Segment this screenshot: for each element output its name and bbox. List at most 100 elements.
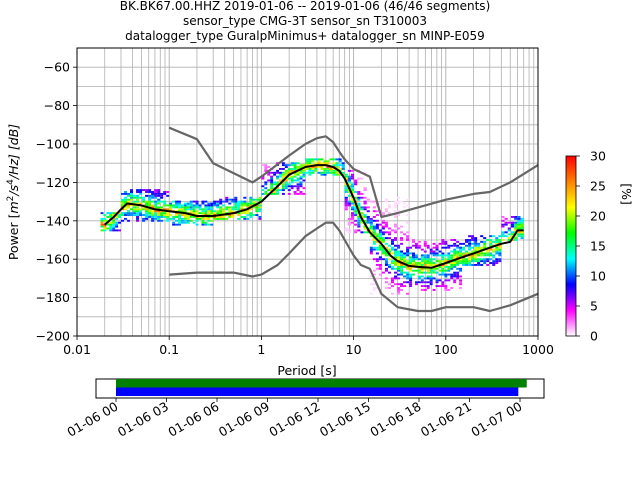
density-cell bbox=[133, 196, 137, 199]
density-cell bbox=[363, 227, 367, 230]
density-cell bbox=[381, 231, 385, 234]
density-cell bbox=[397, 292, 401, 295]
density-cell bbox=[406, 281, 410, 284]
density-cell bbox=[459, 242, 463, 245]
density-cell bbox=[151, 212, 155, 215]
density-cell bbox=[483, 244, 487, 247]
density-cell bbox=[444, 246, 448, 249]
density-cell bbox=[429, 283, 433, 286]
density-cell bbox=[432, 288, 436, 291]
density-cell bbox=[302, 173, 306, 176]
density-cell bbox=[501, 235, 505, 238]
density-cell bbox=[210, 223, 214, 226]
density-cell bbox=[136, 196, 140, 199]
density-cell bbox=[139, 191, 143, 193]
density-cell bbox=[495, 248, 499, 251]
density-cell bbox=[249, 198, 253, 201]
density-cell bbox=[112, 214, 116, 216]
density-cell bbox=[432, 242, 436, 245]
density-cell bbox=[378, 248, 382, 251]
density-cell bbox=[363, 208, 367, 211]
timeline-tick-label: 01-06 00 bbox=[64, 399, 120, 440]
density-cell bbox=[106, 227, 110, 230]
density-cell bbox=[154, 206, 158, 209]
density-cell bbox=[228, 198, 232, 201]
density-cell bbox=[249, 200, 253, 203]
density-cell bbox=[441, 242, 445, 245]
density-cell bbox=[462, 242, 466, 245]
density-cell bbox=[109, 216, 113, 218]
density-cell bbox=[394, 260, 398, 263]
density-cell bbox=[234, 200, 238, 203]
density-cell bbox=[154, 216, 158, 218]
density-cell bbox=[468, 240, 472, 243]
density-cell bbox=[201, 212, 205, 215]
density-cell bbox=[471, 264, 475, 266]
density-cell bbox=[435, 244, 439, 247]
colorbar-tick-label: 0 bbox=[590, 329, 598, 344]
density-cell bbox=[423, 258, 427, 261]
density-cell bbox=[255, 206, 259, 209]
density-cell bbox=[273, 181, 277, 184]
density-cell bbox=[369, 283, 373, 286]
density-cell bbox=[314, 168, 318, 170]
density-cell bbox=[517, 231, 521, 234]
density-cell bbox=[369, 250, 373, 253]
density-cell bbox=[471, 235, 475, 238]
density-cell bbox=[450, 264, 454, 266]
density-cell bbox=[305, 164, 309, 167]
density-cell bbox=[465, 250, 469, 253]
density-cell bbox=[296, 183, 300, 186]
density-cell bbox=[378, 229, 382, 232]
density-cell bbox=[341, 162, 345, 165]
density-cell bbox=[276, 169, 279, 172]
density-cell bbox=[314, 158, 318, 161]
density-cell bbox=[189, 208, 193, 211]
density-cell bbox=[453, 254, 457, 257]
density-cell bbox=[372, 219, 376, 222]
density-cell bbox=[148, 202, 152, 205]
density-cell bbox=[287, 175, 291, 178]
density-cell bbox=[270, 171, 274, 174]
density-cell bbox=[444, 260, 448, 263]
density-cell bbox=[299, 171, 303, 174]
density-cell bbox=[258, 204, 262, 207]
density-cell bbox=[369, 275, 373, 278]
density-cell bbox=[166, 204, 170, 207]
density-cell bbox=[127, 192, 131, 195]
density-cell bbox=[406, 204, 410, 207]
density-cell bbox=[332, 168, 336, 170]
density-cell bbox=[287, 164, 291, 167]
density-cell bbox=[338, 164, 342, 167]
density-cell bbox=[363, 200, 367, 203]
density-cell bbox=[246, 217, 250, 220]
density-cell bbox=[175, 204, 178, 207]
density-cell bbox=[252, 198, 256, 201]
density-cell bbox=[489, 242, 493, 245]
density-cell bbox=[441, 269, 445, 272]
density-cell bbox=[514, 217, 518, 220]
density-cell bbox=[157, 219, 161, 222]
title-line-2: sensor_type CMG-3T sensor_sn T310003 bbox=[183, 14, 427, 28]
density-cell bbox=[344, 189, 348, 192]
density-cell bbox=[450, 287, 454, 289]
density-cell bbox=[357, 196, 361, 199]
density-cell bbox=[338, 158, 342, 161]
density-cell bbox=[414, 262, 418, 264]
density-cell bbox=[130, 196, 134, 199]
density-cell bbox=[299, 164, 303, 167]
density-cell bbox=[115, 225, 119, 228]
density-cell bbox=[163, 191, 167, 193]
density-cell bbox=[293, 192, 297, 195]
density-cell bbox=[347, 185, 351, 188]
density-cell bbox=[219, 200, 223, 203]
density-cell bbox=[357, 206, 361, 209]
density-cell bbox=[420, 264, 424, 266]
density-cell bbox=[213, 202, 217, 205]
density-cell bbox=[243, 210, 247, 213]
density-cell bbox=[350, 189, 355, 192]
density-cell bbox=[492, 264, 496, 266]
density-cell bbox=[198, 217, 202, 220]
density-cell bbox=[360, 192, 364, 195]
density-cell bbox=[219, 208, 223, 211]
